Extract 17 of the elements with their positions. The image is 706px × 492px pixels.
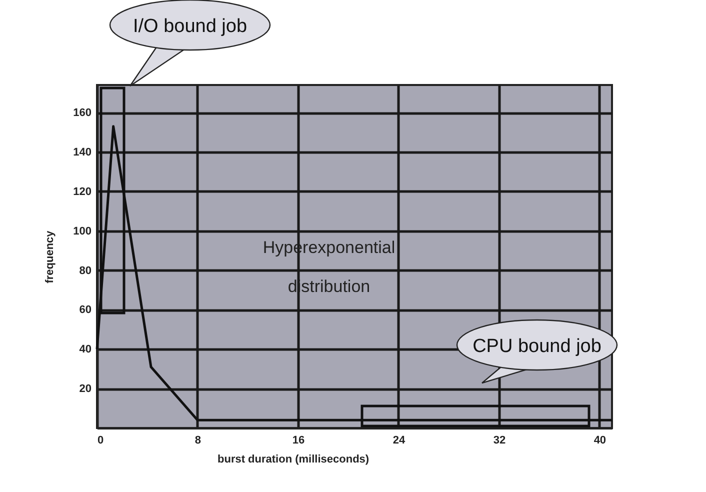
y-tick-label: 160: [73, 107, 92, 120]
x-axis-title: burst duration (milliseconds): [218, 454, 370, 466]
y-tick-label: 60: [79, 304, 92, 316]
x-tick-label: 0: [98, 434, 104, 446]
y-tick-label: 140: [73, 146, 92, 159]
y-tick-label: 40: [79, 344, 92, 356]
y-tick-label: 20: [79, 383, 92, 396]
annotation: CPU bound job: [472, 336, 602, 357]
y-axis-title: frequency: [44, 230, 56, 284]
y-tick-label: 120: [73, 186, 92, 198]
y-tick-label: 80: [79, 264, 92, 277]
y-tick-label: 100: [73, 225, 92, 238]
x-tick-label: 8: [194, 434, 202, 446]
x-tick-label: 24: [392, 434, 406, 446]
x-tick-label: 40: [594, 434, 606, 446]
x-tick-label: 16: [292, 434, 305, 446]
x-tick-label: 32: [493, 434, 506, 446]
